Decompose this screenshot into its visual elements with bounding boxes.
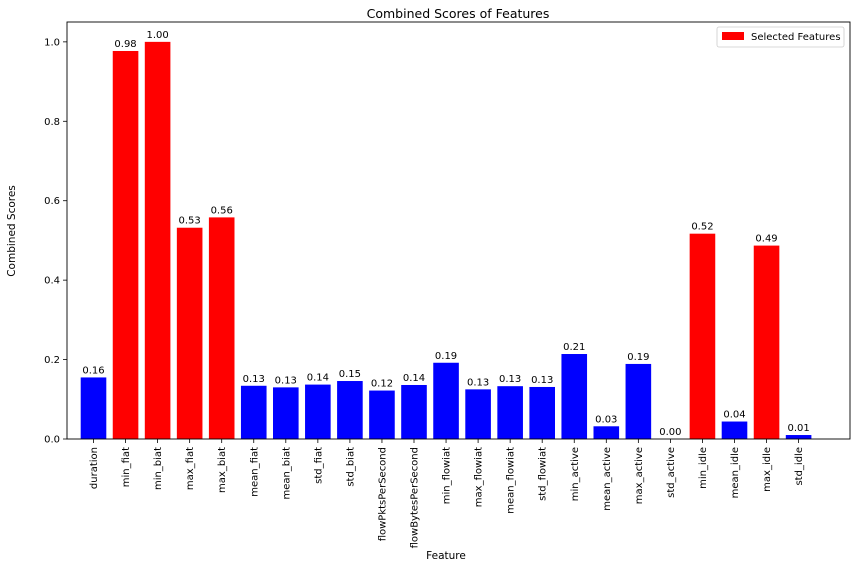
bar-min_fiat [112,50,139,440]
bar-min_active [561,354,588,439]
y-axis: 0.0 0.2 0.4 0.6 0.8 1.0 [44,37,67,446]
x-tick-label-mean_biat: mean_biat [281,447,292,500]
value-label-mean_flowiat: 0.13 [499,374,521,385]
value-label-flowBytesPerSecond: 0.14 [403,373,425,384]
bar-mean_active [593,426,620,439]
x-tick-label-max_active: max_active [634,447,645,504]
value-label-min_flowiat: 0.19 [435,351,457,362]
bars-group [80,41,812,440]
bar-mean_fiat [240,385,267,439]
x-tick-label-std_idle: std_idle [794,447,805,486]
x-tick-label-std_flowiat: std_flowiat [538,447,549,501]
bar-max_flowiat [465,389,491,439]
x-tick-label-duration: duration [89,447,100,489]
bar-flowPktsPerSecond [369,390,395,439]
x-axis-label: Feature [426,550,466,562]
x-tick-label-max_fiat: max_fiat [185,447,196,490]
value-labels-group: 0.16 0.98 1.00 0.53 0.56 0.13 0.13 0.14 0.15 0.12… [82,30,809,438]
bar-min_idle [689,233,716,439]
bar-std_idle [785,435,812,439]
bar-max_idle [753,245,780,439]
value-label-std_flowiat: 0.13 [531,375,553,386]
x-tick-label-max_flowiat: max_flowiat [474,447,485,507]
value-label-flowPktsPerSecond: 0.12 [371,379,393,390]
legend: Selected Features [716,26,845,48]
x-tick-label-mean_idle: mean_idle [730,447,741,498]
value-label-duration: 0.16 [82,365,104,376]
x-tick-label-mean_fiat: mean_fiat [249,447,260,497]
value-label-std_active: 0.00 [659,427,681,438]
x-tick-label-max_idle: max_idle [762,447,773,492]
x-tick-label-std_active: std_active [666,447,677,498]
legend-swatch-selected [722,32,744,40]
chart-title: Combined Scores of Features [367,6,550,21]
y-tick-label-1: 0.2 [44,355,60,366]
x-axis: duration min_fiat min_biat max_fiat max_biat… [89,439,805,548]
value-label-std_idle: 0.01 [787,423,809,434]
x-tick-label-min_idle: min_idle [698,447,709,489]
value-label-min_fiat: 0.98 [114,39,136,50]
value-label-min_idle: 0.52 [691,222,713,233]
value-label-min_active: 0.21 [563,342,585,353]
x-tick-label-min_active: min_active [570,447,581,501]
value-label-std_biat: 0.15 [339,369,361,380]
y-tick-label-4: 0.8 [44,117,60,128]
bar-duration [80,377,107,439]
y-axis-label: Combined Scores [6,185,18,277]
bar-std_fiat [305,384,331,439]
value-label-mean_biat: 0.13 [275,375,297,386]
x-tick-label-min_flowiat: min_flowiat [442,447,453,504]
value-label-std_fiat: 0.14 [307,373,329,384]
x-tick-label-flowPktsPerSecond: flowPktsPerSecond [377,447,388,541]
bar-mean_biat [273,387,299,439]
bar-max_fiat [176,227,203,439]
x-tick-label-min_fiat: min_fiat [121,447,132,487]
y-tick-label-5: 1.0 [44,37,60,48]
bar-mean_flowiat [497,386,523,439]
x-tick-label-mean_active: mean_active [602,447,613,511]
x-tick-label-flowBytesPerSecond: flowBytesPerSecond [410,447,421,548]
value-label-max_flowiat: 0.13 [467,377,489,388]
bar-min_flowiat [433,362,459,439]
value-label-mean_fiat: 0.13 [243,374,265,385]
x-tick-label-mean_flowiat: mean_flowiat [506,447,517,514]
bar-max_active [625,363,652,439]
bar-flowBytesPerSecond [401,384,427,439]
y-tick-label-2: 0.4 [44,276,60,287]
bar-min_biat [144,41,171,440]
legend-label-selected: Selected Features [751,32,841,43]
bar-std_biat [337,381,363,439]
value-label-max_fiat: 0.53 [179,216,201,227]
bar-mean_idle [721,421,748,439]
y-tick-label-3: 0.6 [44,196,60,207]
x-tick-label-std_biat: std_biat [345,447,356,487]
value-label-mean_idle: 0.04 [723,410,745,421]
value-label-max_idle: 0.49 [755,234,777,245]
value-label-max_active: 0.19 [627,352,649,363]
plot-frame [66,21,851,440]
value-label-min_biat: 1.00 [146,30,168,41]
y-tick-label-0: 0.0 [44,435,60,446]
bar-std_flowiat [529,386,555,439]
value-label-mean_active: 0.03 [595,414,617,425]
x-tick-label-std_fiat: std_fiat [313,447,324,484]
x-tick-label-max_biat: max_biat [217,447,228,493]
bar-max_biat [208,217,235,439]
value-label-max_biat: 0.56 [211,205,233,216]
x-tick-label-min_biat: min_biat [153,447,164,490]
legend-frame [716,26,845,48]
